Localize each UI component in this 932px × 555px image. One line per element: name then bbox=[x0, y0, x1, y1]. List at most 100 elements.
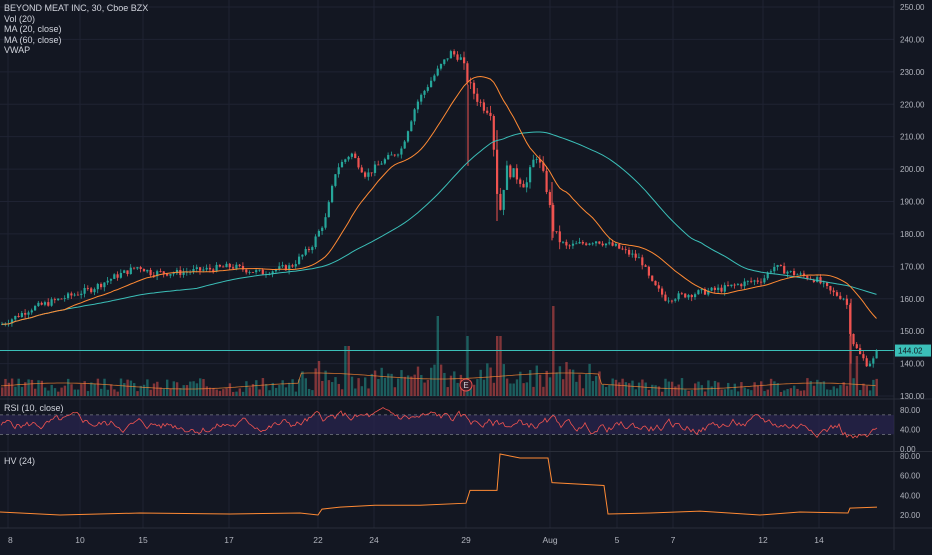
time-tick-label: 5 bbox=[615, 535, 620, 545]
candle-body bbox=[225, 263, 228, 268]
volume-bar bbox=[717, 382, 720, 396]
volume-bar bbox=[568, 369, 571, 396]
volume-bar bbox=[849, 336, 852, 396]
volume-bar bbox=[723, 389, 727, 396]
candle-body bbox=[364, 172, 367, 177]
earnings-marker-circle[interactable] bbox=[459, 378, 473, 392]
volume-bar bbox=[4, 378, 7, 396]
volume-bar bbox=[63, 385, 67, 396]
volume-bar bbox=[472, 384, 476, 396]
candle-body bbox=[67, 293, 70, 299]
candle-body bbox=[133, 267, 136, 269]
volume-bar bbox=[357, 378, 360, 396]
indicator-ma60[interactable]: MA (60, close) bbox=[4, 34, 62, 45]
volume-bar bbox=[14, 386, 17, 396]
candle-body bbox=[406, 131, 410, 142]
symbol-title[interactable]: BEYOND MEAT INC, 30, Cboe BZX bbox=[4, 3, 149, 13]
candle-body bbox=[90, 288, 93, 293]
time-tick-label: Aug bbox=[542, 535, 557, 545]
candle-body bbox=[73, 294, 76, 296]
volume-bar bbox=[86, 391, 90, 396]
price-tick-label: 240.00 bbox=[900, 35, 925, 44]
candle-body bbox=[525, 182, 528, 188]
candle-body bbox=[324, 217, 327, 228]
volume-bar bbox=[839, 385, 842, 396]
price-axis[interactable]: 250.00 240.00 230.00 220.00 210.00 200.00 190.… bbox=[895, 3, 931, 520]
candle-body bbox=[116, 274, 119, 278]
volume-bar bbox=[532, 386, 535, 396]
volume-bar bbox=[700, 385, 703, 396]
volume-bar bbox=[301, 371, 304, 396]
volume-bar bbox=[265, 384, 268, 396]
rsi-legend[interactable]: RSI (10, close) bbox=[4, 403, 64, 413]
candle-body bbox=[228, 263, 231, 268]
candle-body bbox=[670, 300, 674, 302]
hv-legend[interactable]: HV (24) bbox=[4, 456, 36, 466]
volume-bar bbox=[126, 379, 129, 396]
volume-bar bbox=[413, 374, 416, 396]
time-tick-label: 17 bbox=[224, 535, 234, 545]
volume-bar bbox=[430, 367, 433, 396]
volume-bar bbox=[215, 389, 218, 396]
candle-body bbox=[644, 265, 647, 267]
candle-body bbox=[20, 313, 23, 318]
candle-body bbox=[661, 288, 664, 295]
volume-bar bbox=[294, 391, 298, 396]
volume-bar bbox=[288, 382, 291, 396]
volume-bar bbox=[340, 389, 344, 396]
candle-body bbox=[156, 271, 159, 277]
candle-body bbox=[172, 273, 175, 275]
volume-bar bbox=[20, 386, 24, 396]
volume-bar bbox=[502, 364, 505, 396]
candle-body bbox=[832, 290, 835, 293]
candle-body bbox=[139, 267, 142, 270]
time-axis[interactable]: 8 10 15 17 22 24 29 Aug 5 7 12 14 bbox=[8, 535, 824, 545]
time-tick-label: 14 bbox=[814, 535, 824, 545]
candle-body bbox=[301, 254, 304, 257]
volume-bar bbox=[314, 368, 317, 396]
candle-body bbox=[106, 280, 109, 283]
volume-bar bbox=[96, 378, 100, 396]
indicator-ma20[interactable]: MA (20, close) bbox=[4, 24, 62, 34]
volume-bar bbox=[281, 380, 284, 396]
volume-bar bbox=[555, 372, 558, 396]
candle-body bbox=[796, 274, 799, 276]
volume-bar bbox=[116, 391, 119, 396]
volume-bar bbox=[611, 378, 614, 396]
volume-bar bbox=[83, 381, 86, 396]
volume-bar bbox=[865, 385, 868, 396]
price-tick-label: 160.00 bbox=[900, 295, 925, 304]
volume-bar bbox=[100, 388, 103, 396]
candle-body bbox=[400, 148, 403, 155]
volume-bar bbox=[773, 381, 776, 396]
volume-bar bbox=[538, 374, 542, 396]
volume-bar bbox=[222, 389, 225, 396]
volume-bar bbox=[212, 387, 215, 396]
volume-bar bbox=[796, 388, 799, 396]
candle-body bbox=[347, 156, 350, 160]
candle-body bbox=[868, 363, 872, 367]
candle-body bbox=[720, 287, 723, 292]
volume-bar bbox=[40, 380, 43, 396]
volume-bar bbox=[383, 377, 387, 396]
candle-body bbox=[50, 299, 53, 306]
candle-body bbox=[337, 167, 340, 175]
volume-bar bbox=[466, 336, 469, 396]
candle-body bbox=[779, 265, 782, 266]
candle-body bbox=[654, 280, 657, 286]
candle-body bbox=[255, 270, 258, 273]
candle-body bbox=[634, 253, 637, 258]
volume-bar bbox=[156, 381, 159, 396]
candle-body bbox=[380, 163, 383, 165]
volume-bar bbox=[149, 389, 152, 396]
candle-body bbox=[80, 293, 83, 296]
volume-bar bbox=[344, 346, 347, 396]
chart-legend: BEYOND MEAT INC, 30, Cboe BZX Vol (20) M… bbox=[4, 3, 148, 56]
indicator-vwap[interactable]: VWAP bbox=[4, 45, 31, 55]
indicator-volume[interactable]: Vol (20) bbox=[4, 13, 36, 24]
candle-body bbox=[680, 293, 683, 295]
earnings-marker[interactable]: E bbox=[459, 378, 473, 392]
candle-body bbox=[753, 280, 756, 282]
